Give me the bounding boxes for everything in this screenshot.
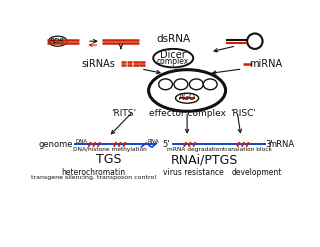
Text: dsRNA: dsRNA bbox=[156, 34, 190, 44]
Text: effector complex: effector complex bbox=[148, 109, 226, 118]
Text: mRNA: mRNA bbox=[269, 140, 295, 149]
Text: RNAi/PTGS: RNAi/PTGS bbox=[171, 153, 238, 166]
Text: development: development bbox=[232, 168, 282, 177]
Text: 5': 5' bbox=[163, 140, 170, 149]
Text: RDR: RDR bbox=[50, 38, 65, 44]
Text: heterochromatin: heterochromatin bbox=[61, 168, 125, 177]
Text: complex: complex bbox=[157, 57, 189, 66]
Text: virus resistance: virus resistance bbox=[163, 168, 224, 177]
Text: transgene silencing, transposon control: transgene silencing, transposon control bbox=[31, 175, 156, 180]
Text: miRNA: miRNA bbox=[249, 59, 282, 68]
Text: DNA: DNA bbox=[76, 139, 88, 144]
Text: 'RISC': 'RISC' bbox=[230, 109, 256, 118]
Text: genome: genome bbox=[39, 140, 74, 149]
Text: Dicer: Dicer bbox=[160, 50, 186, 60]
Text: TGS: TGS bbox=[96, 153, 121, 166]
Text: mRNA degradation: mRNA degradation bbox=[167, 147, 223, 152]
Text: RNA: RNA bbox=[147, 139, 159, 144]
Text: DNA/histone methylation: DNA/histone methylation bbox=[73, 147, 147, 152]
Text: siRNAs: siRNAs bbox=[82, 59, 116, 69]
Text: AGO: AGO bbox=[179, 93, 196, 102]
Text: translation block: translation block bbox=[223, 147, 272, 152]
Text: 3': 3' bbox=[265, 140, 273, 149]
Text: 'RITS': 'RITS' bbox=[111, 109, 136, 118]
